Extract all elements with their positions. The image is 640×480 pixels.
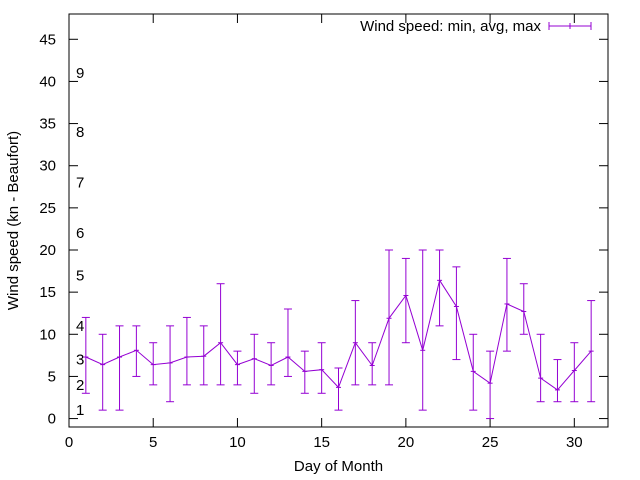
error-bar: [452, 266, 461, 361]
y-axis-title: Wind speed (kn - Beaufort): [5, 131, 22, 310]
beaufort-label: 2: [76, 377, 84, 394]
x-tick-label: 25: [482, 434, 499, 451]
error-bar: [519, 283, 528, 335]
error-bar: [334, 367, 343, 411]
error-bar: [98, 333, 107, 411]
error-bar: [486, 350, 495, 420]
x-tick-label: 20: [398, 434, 415, 451]
error-bar: [216, 283, 225, 386]
error-bar: [317, 342, 326, 394]
beaufort-label: 3: [76, 352, 84, 369]
y-tick-label: 45: [39, 31, 56, 48]
error-bar: [115, 325, 124, 411]
x-tick-label: 15: [313, 434, 330, 451]
error-bar: [81, 316, 90, 394]
error-bar: [368, 342, 377, 386]
error-bar: [166, 325, 175, 403]
x-tick-label: 5: [149, 434, 157, 451]
error-bar: [401, 257, 410, 344]
x-tick-label: 10: [229, 434, 246, 451]
beaufort-label: 9: [76, 65, 84, 82]
error-bar: [233, 350, 242, 386]
beaufort-scale: 1 2 3 4 5 6 7 8 9: [76, 65, 84, 419]
error-bar: [300, 350, 309, 394]
series-wind-speed: [81, 249, 596, 420]
error-bar: [267, 342, 276, 386]
error-bar: [570, 342, 579, 403]
y-tick-label: 0: [48, 411, 56, 428]
y-tick-label: 35: [39, 116, 56, 133]
y-tick-label: 25: [39, 200, 56, 217]
x-tick-label: 0: [65, 434, 73, 451]
legend-sample: [548, 22, 592, 30]
error-bar: [536, 333, 545, 403]
error-bar: [149, 342, 158, 386]
error-bar: [182, 316, 191, 386]
error-bar: [385, 249, 394, 386]
error-bar: [469, 333, 478, 411]
beaufort-label: 4: [76, 318, 84, 335]
beaufort-label: 7: [76, 175, 84, 192]
error-bar: [553, 359, 562, 403]
y-tick-label: 15: [39, 284, 56, 301]
y-tick-label: 30: [39, 158, 56, 175]
y-tick-label: 20: [39, 242, 56, 259]
error-bar: [587, 300, 596, 403]
beaufort-label: 6: [76, 225, 84, 242]
error-bar: [199, 325, 208, 386]
y-tick-label: 40: [39, 73, 56, 90]
error-bar: [502, 257, 511, 352]
y-tick-label: 5: [48, 368, 56, 385]
error-bar: [351, 300, 360, 386]
error-bar: [250, 333, 259, 394]
legend: Wind speed: min, avg, max: [360, 18, 592, 35]
legend-label: Wind speed: min, avg, max: [360, 18, 541, 35]
beaufort-label: 1: [76, 402, 84, 419]
x-axis-title: Day of Month: [294, 458, 383, 475]
error-bar: [418, 249, 427, 411]
y-tick-label: 10: [39, 326, 56, 343]
beaufort-label: 5: [76, 267, 84, 284]
x-tick-label: 30: [566, 434, 583, 451]
error-bar: [435, 249, 444, 327]
error-bar: [132, 325, 141, 377]
beaufort-label: 8: [76, 124, 84, 141]
plot-frame: [68, 13, 609, 428]
error-bar: [283, 308, 292, 377]
